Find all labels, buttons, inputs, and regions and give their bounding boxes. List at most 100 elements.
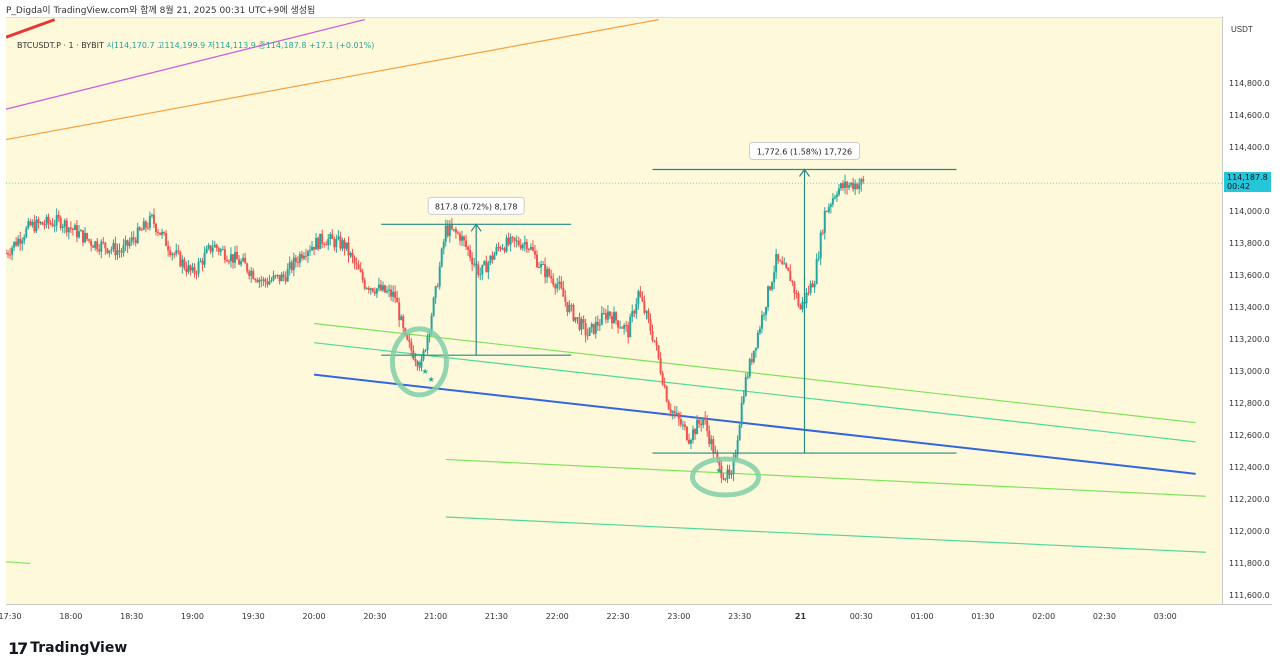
trend-line-2 (313, 342, 1196, 443)
price-tick-label: 112,200.0 (1229, 495, 1270, 505)
candle-body (49, 223, 52, 225)
candle-body (760, 315, 763, 329)
candle-body (833, 197, 836, 199)
candle-body (240, 261, 243, 265)
candle-body (11, 247, 14, 255)
candle-body (386, 290, 389, 293)
candle-body (175, 250, 178, 254)
candle-body (327, 239, 330, 246)
candle-body (231, 254, 234, 263)
candle-body (394, 291, 397, 298)
candle-body (797, 293, 800, 306)
price-tick-label: 111,600.0 (1229, 591, 1270, 600)
candle-body (179, 251, 182, 267)
candle-body (229, 254, 232, 262)
candle-body (769, 286, 772, 290)
price-plot[interactable]: 817.8 (0.72%) 8,178 1,772.6 (1.58%) 17,72… (5, 18, 1222, 605)
price-tick-label: 112,800.0 (1229, 399, 1270, 409)
candle-body (335, 238, 338, 248)
candle-body (578, 317, 581, 330)
candle-body (835, 194, 838, 198)
price-tick-label: 114,400.0 (1229, 143, 1270, 153)
candle-body (414, 358, 417, 362)
price-tick-label: 112,000.0 (1229, 527, 1270, 537)
candle-body (716, 452, 719, 459)
candle-body (710, 439, 713, 445)
time-tick-label: 23:30 (728, 612, 752, 621)
candle-body (801, 302, 804, 310)
candle-body (450, 224, 453, 230)
candle-body (722, 477, 725, 480)
time-scale[interactable]: 17:30 18:00 18:30 19:00 19:30 20:00 20:30 21:00… (0, 604, 1272, 627)
candle-body (521, 244, 524, 249)
candle-body (331, 234, 334, 239)
time-tick-label: 03:00 (1153, 612, 1177, 621)
candle-body (702, 418, 705, 426)
candle-body (163, 232, 166, 234)
candle-body (805, 292, 808, 304)
candle-body (61, 226, 64, 228)
candle-body (329, 234, 332, 240)
candle-body (781, 261, 784, 265)
candle-body (165, 232, 168, 246)
candle-body (130, 237, 133, 243)
star-marker: ★ (715, 466, 722, 475)
candle-body (540, 264, 543, 268)
candle-body (546, 268, 549, 278)
candle-body (169, 250, 172, 256)
candle-body (677, 413, 680, 419)
candle-body (406, 335, 409, 340)
candle-body (738, 425, 741, 441)
candle-body (754, 347, 757, 351)
time-tick-label: 19:00 (180, 612, 204, 621)
candle-body (96, 241, 99, 250)
time-tick-label: 20:00 (302, 612, 326, 621)
candle-body (511, 236, 514, 238)
candle-body (300, 254, 303, 259)
candle-body (471, 257, 474, 265)
candle-body (351, 252, 354, 258)
candle-body (274, 275, 277, 277)
candle-body (181, 259, 184, 267)
candle-body (323, 243, 326, 245)
candle-body (311, 246, 314, 251)
candle-body (813, 283, 816, 288)
candle-body (621, 327, 624, 329)
candle-body (452, 229, 455, 231)
time-tick-label: 23:00 (667, 612, 691, 621)
candle-body (347, 242, 350, 256)
star-marker: ★ (409, 351, 416, 360)
candle-body (238, 259, 241, 265)
candle-body (110, 249, 113, 251)
price-scale[interactable]: USDT 111,600.0 111,800.0 112,000.0 112,200.… (1222, 17, 1273, 604)
time-tick-label: 21 (794, 612, 807, 621)
candle-body (700, 423, 703, 426)
candle-body (442, 241, 445, 249)
trend-line-0 (313, 373, 1196, 475)
candle-body (712, 439, 715, 454)
candle-body (21, 240, 24, 244)
candle-body (732, 458, 735, 475)
candle-body (319, 233, 322, 250)
chart-pane[interactable]: BTCUSDT.P · 1 · BYBIT 시114,170.7 고114,19… (5, 17, 1222, 605)
candle-body (250, 270, 253, 276)
trend-line-1 (313, 322, 1196, 424)
candle-body (37, 219, 40, 224)
candle-body (795, 293, 798, 295)
measure-label-box (427, 196, 525, 215)
candle-body (854, 183, 857, 190)
candle-body (353, 257, 356, 264)
candle-body (469, 249, 472, 258)
candle-body (161, 232, 164, 235)
candle-body (659, 358, 662, 374)
candle-body (742, 395, 745, 403)
candle-body (734, 454, 737, 459)
candle-body (663, 384, 666, 387)
candle-body (554, 284, 557, 289)
last-price-badge: 114,187.8 00:42 (1224, 172, 1271, 193)
currency-label: USDT (1231, 25, 1253, 34)
candle-body (436, 286, 439, 288)
candle-body (349, 252, 352, 256)
candle-body (390, 289, 393, 297)
tradingview-logo-text: TradingView (30, 640, 128, 656)
